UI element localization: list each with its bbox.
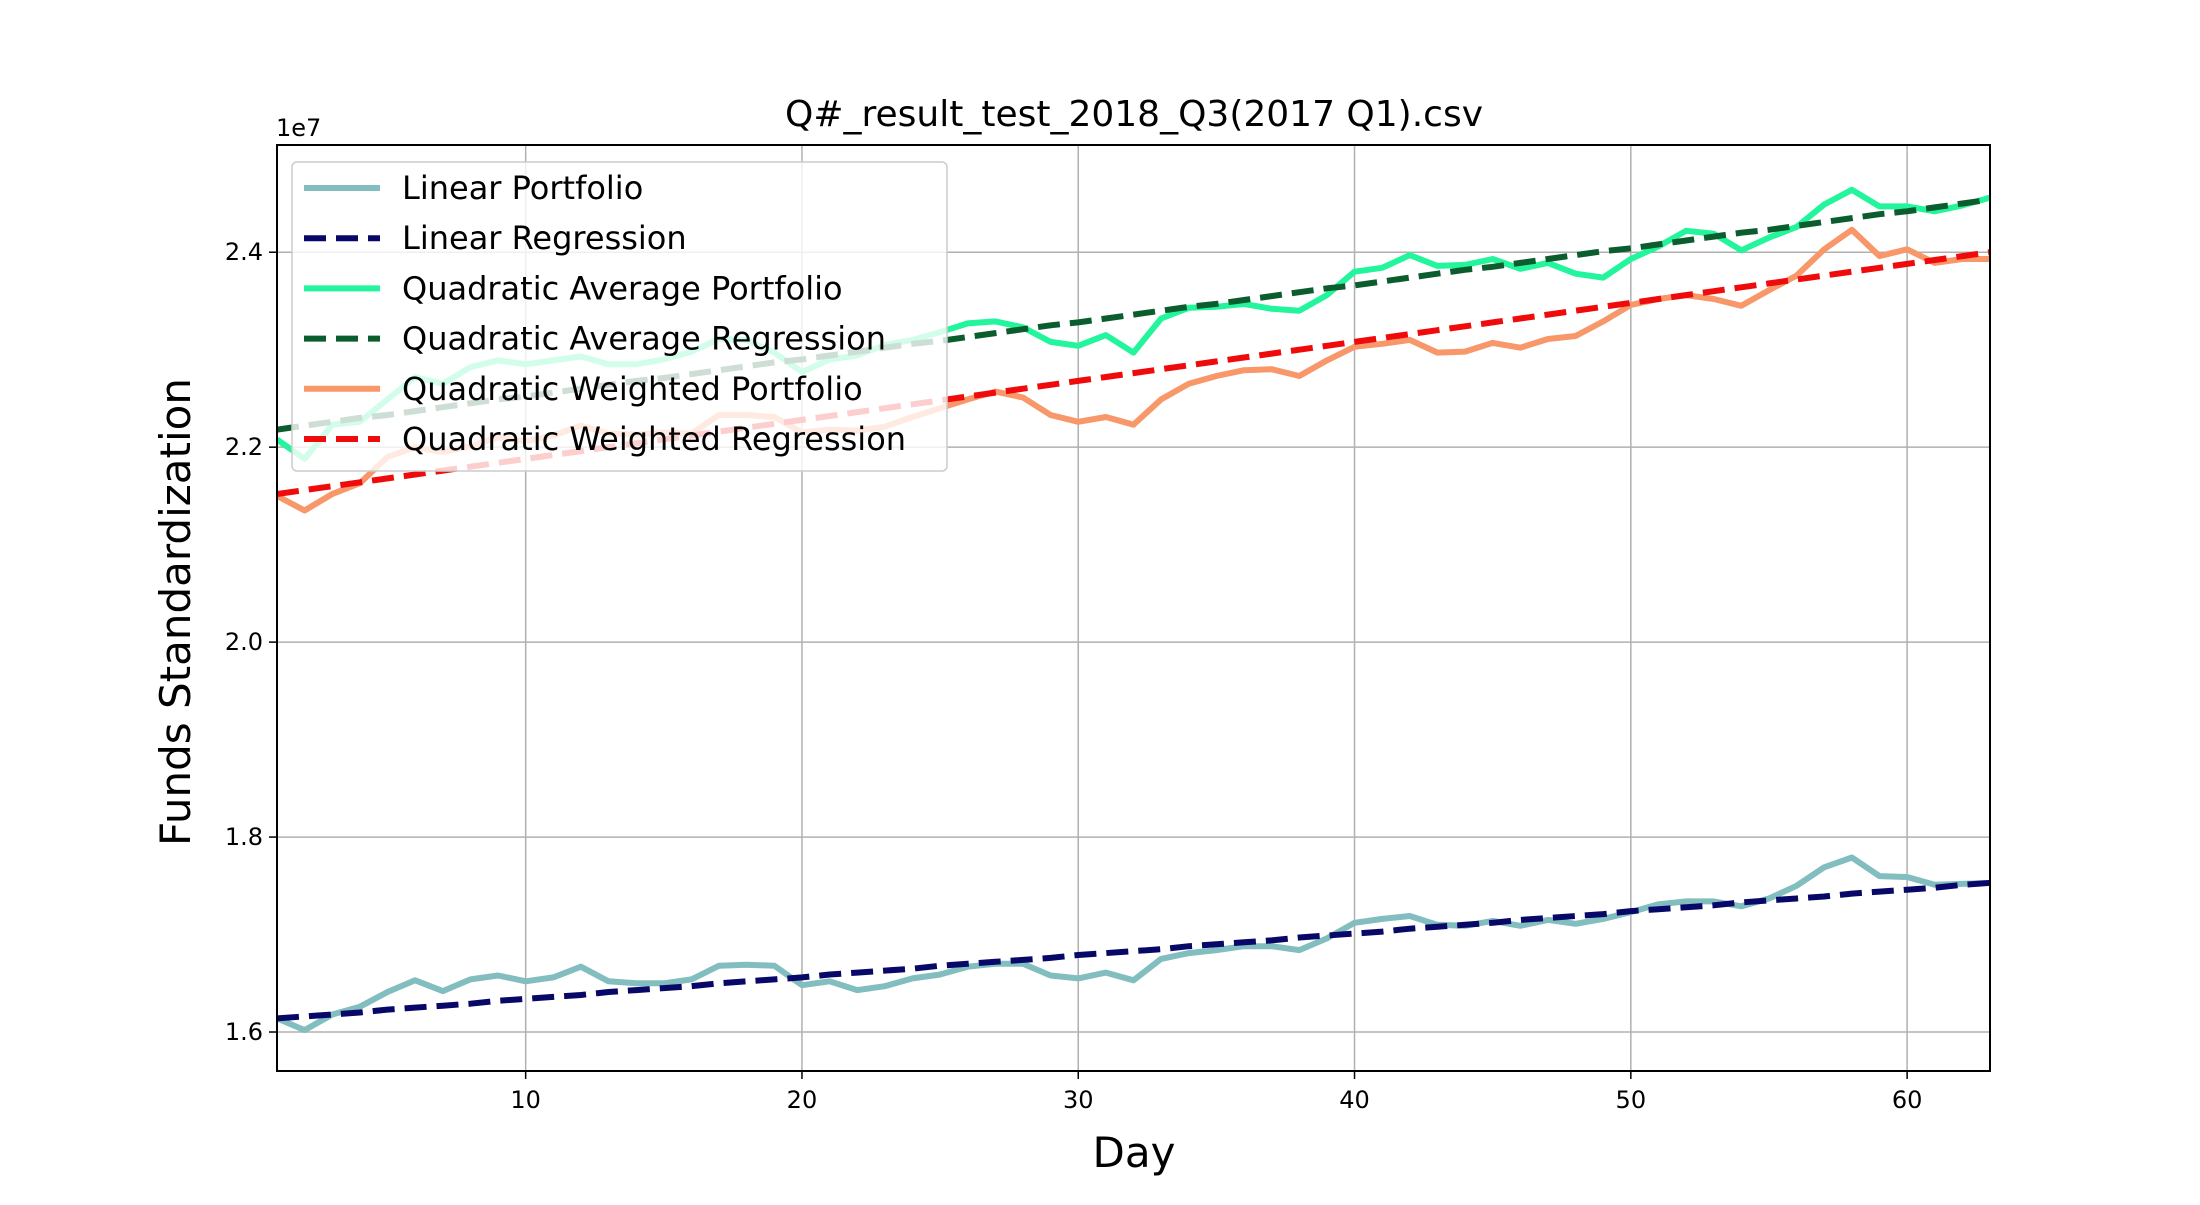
legend-label: Quadratic Weighted Portfolio: [402, 370, 863, 408]
legend-box: [291, 161, 948, 472]
x-tick-label: 50: [1616, 1086, 1647, 1114]
y-axis-label: Funds Standardization: [151, 378, 200, 846]
legend-label: Quadratic Average Portfolio: [402, 269, 843, 307]
x-tick-label: 10: [510, 1086, 541, 1114]
y-tick-label: 1.6: [225, 1018, 263, 1046]
legend-label: Linear Portfolio: [402, 169, 643, 207]
axis-ticks: 10 20 30 40 50 60 1.6 1.8 2.0 2.2 2.4: [225, 238, 1923, 1114]
y-tick-label: 1.8: [225, 823, 263, 851]
x-tick-label: 60: [1892, 1086, 1923, 1114]
legend-label: Quadratic Average Regression: [402, 320, 886, 358]
x-tick-label: 40: [1339, 1086, 1370, 1114]
y-tick-label: 2.4: [225, 238, 263, 266]
y-tick-label: 2.0: [225, 628, 263, 656]
grid: [277, 145, 1990, 1071]
y-axis-offset-label: 1e7: [276, 114, 321, 142]
chart-title: Q#_result_test_2018_Q3(2017 Q1).csv: [785, 94, 1483, 135]
x-tick-label: 30: [1063, 1086, 1094, 1114]
x-tick-label: 20: [787, 1086, 818, 1114]
legend-label: Quadratic Weighted Regression: [402, 420, 906, 458]
legend: Linear Portfolio Linear Regression Quadrat…: [291, 161, 948, 472]
legend-label: Linear Regression: [402, 219, 687, 257]
x-axis-label: Day: [1093, 1128, 1176, 1177]
plot-frame: [276, 144, 1991, 1072]
y-tick-label: 2.2: [225, 433, 263, 461]
series-line-0: [277, 854, 1990, 1034]
